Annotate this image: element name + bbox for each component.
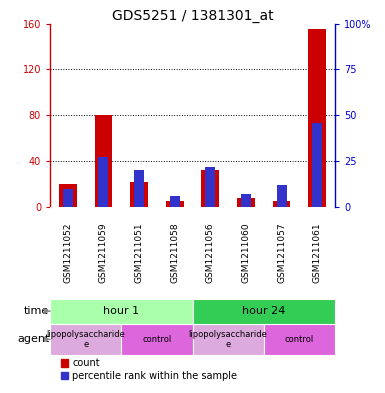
Bar <box>312 123 322 207</box>
Bar <box>192 323 264 355</box>
Text: GSM1211058: GSM1211058 <box>170 222 179 283</box>
Bar <box>192 299 335 323</box>
Text: GSM1211056: GSM1211056 <box>206 222 215 283</box>
Text: GSM1211059: GSM1211059 <box>99 222 108 283</box>
Bar <box>201 170 219 207</box>
Bar <box>166 201 184 207</box>
Text: lipopolysaccharide
e: lipopolysaccharide e <box>189 330 268 349</box>
Bar <box>273 201 290 207</box>
Bar <box>276 185 286 207</box>
Text: control: control <box>142 335 171 344</box>
Bar <box>99 158 109 207</box>
Text: control: control <box>285 335 314 344</box>
Bar <box>121 323 192 355</box>
Bar <box>237 198 255 207</box>
Bar <box>205 167 215 207</box>
Text: GSM1211051: GSM1211051 <box>135 222 144 283</box>
Legend: count, percentile rank within the sample: count, percentile rank within the sample <box>60 358 237 380</box>
Bar <box>308 29 326 207</box>
Text: agent: agent <box>17 334 49 344</box>
Text: GSM1211057: GSM1211057 <box>277 222 286 283</box>
Text: GSM1211060: GSM1211060 <box>241 222 250 283</box>
Bar <box>170 196 180 207</box>
Text: lipopolysaccharide
e: lipopolysaccharide e <box>46 330 125 349</box>
Text: hour 24: hour 24 <box>242 306 285 316</box>
Bar <box>50 323 121 355</box>
Bar <box>241 194 251 207</box>
Bar <box>134 170 144 207</box>
Text: GSM1211052: GSM1211052 <box>64 222 72 283</box>
Text: hour 1: hour 1 <box>103 306 139 316</box>
Bar <box>130 182 148 207</box>
Bar <box>95 115 112 207</box>
Title: GDS5251 / 1381301_at: GDS5251 / 1381301_at <box>112 9 273 22</box>
Bar <box>264 323 335 355</box>
Bar <box>50 299 192 323</box>
Bar <box>63 189 73 207</box>
Bar <box>59 184 77 207</box>
Text: GSM1211061: GSM1211061 <box>313 222 321 283</box>
Text: time: time <box>24 306 49 316</box>
